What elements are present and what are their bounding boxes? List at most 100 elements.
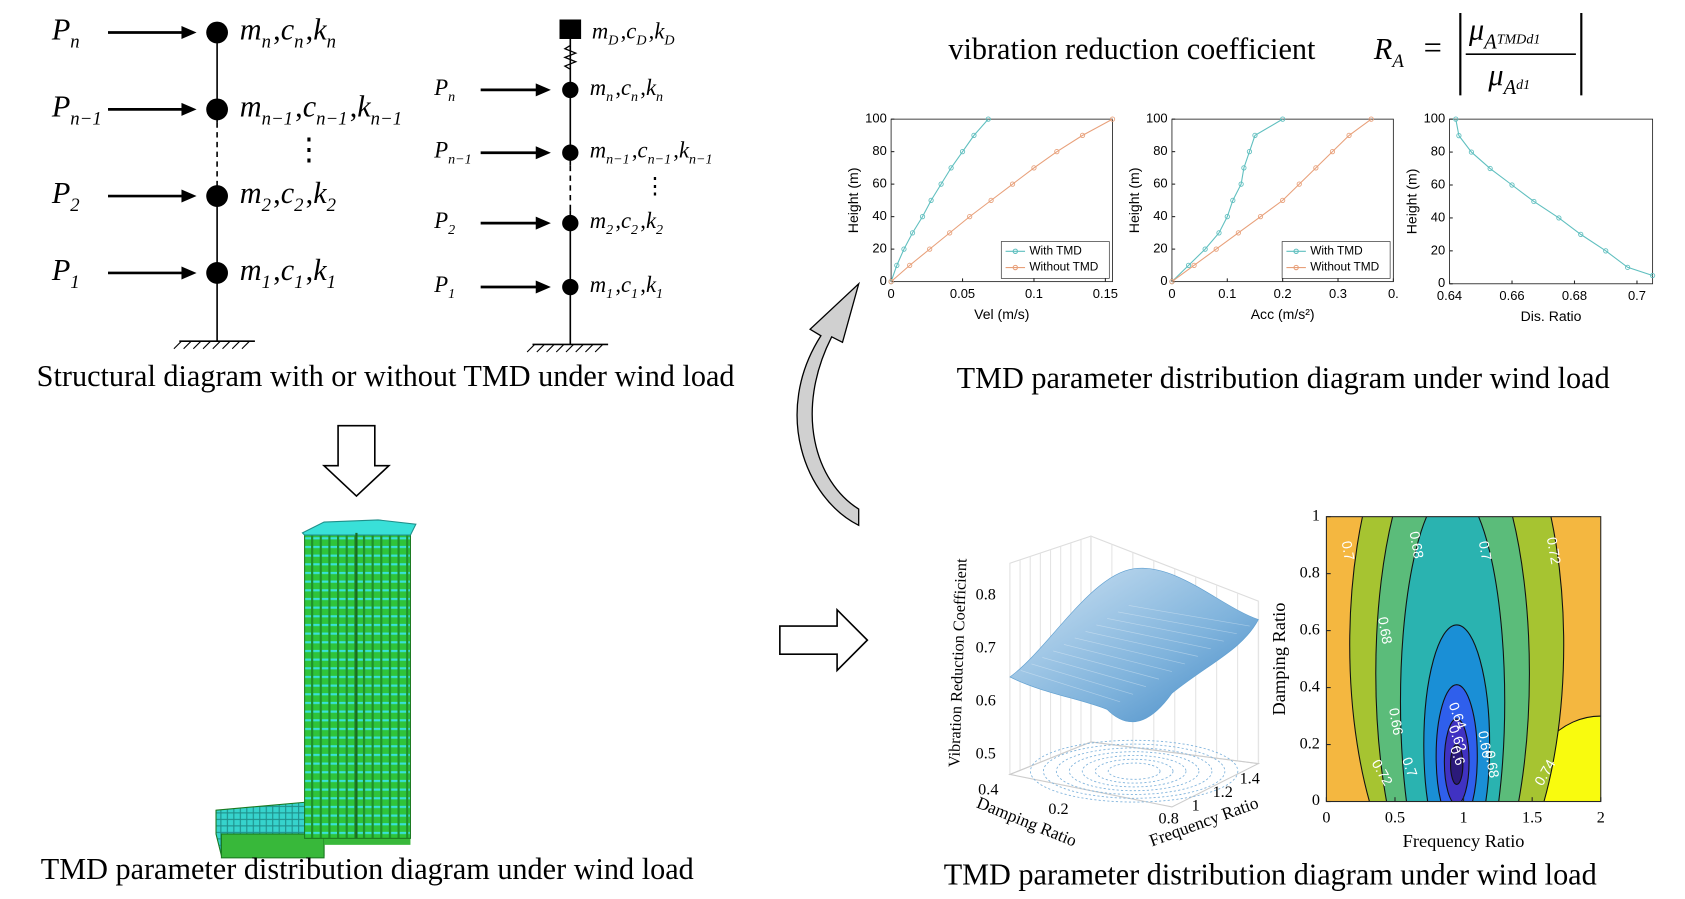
separator: , [306,12,314,46]
symbol: m [240,253,262,287]
mass-node [562,214,579,232]
symbol: m [590,138,606,163]
subscript: n−1 [606,152,630,168]
series-marker [1280,116,1286,122]
subscript: 2 [327,195,336,216]
node-label: mn−1,cn−1,kn−1 [240,89,402,129]
mass-node [562,144,579,161]
symbol: μ [1487,58,1503,92]
series-line [890,118,1113,283]
symbol: m [590,208,606,233]
series-marker [927,246,933,252]
subscript: n−1 [689,152,713,168]
symbol: c [281,253,295,287]
subscript: 1 [70,272,79,293]
hatch [241,340,250,350]
y-tick-label: 60 [1153,176,1167,191]
mass-node [206,185,228,207]
symbol: c [621,208,631,233]
legend-box [1281,241,1391,279]
symbol: c [638,138,648,163]
hatch [231,340,241,350]
hatch [555,344,565,353]
y-tick-label: 1 [1312,506,1320,524]
separator: , [640,208,646,233]
z-tick-label: 0.7 [976,639,996,657]
subscript: 2 [448,222,455,238]
subscript: 2 [631,222,638,238]
series-marker [1241,165,1247,171]
symbol: R [1373,32,1392,66]
separator: , [632,138,638,163]
symbol: k [679,138,690,163]
symbol: m [240,176,262,210]
y-tick-label: 0 [1160,273,1167,288]
caption: TMD parameter distribution diagram under… [944,857,1597,891]
series-marker [1368,116,1374,122]
legend-box [1000,241,1110,279]
x-tick-label: 0 [888,286,895,301]
node-label: m2,c2,k2 [590,208,663,238]
arrow-head [535,146,551,160]
hatch [546,344,555,353]
caption: Structural diagram with or without TMD u… [37,359,735,393]
series-marker [1191,262,1197,268]
series-marker [1216,230,1222,236]
y-tick-label: 0.2 [1048,800,1068,818]
series-marker [1235,230,1241,236]
hatch [173,340,182,350]
subscript: n−1 [316,108,347,129]
separator: , [295,89,303,123]
x-tick-label: 0.1 [1025,286,1043,301]
symbol: k [357,89,371,123]
node-label: mn,cn,kn [240,12,336,52]
separator: , [306,253,314,287]
subscript: n [606,89,613,105]
spring [563,38,578,76]
y-tick-label: 0 [1438,275,1445,290]
hatch [183,340,192,350]
y-tick-label: 100 [865,111,887,126]
series-marker [1456,133,1462,139]
subscript: n−1 [70,108,101,129]
symbol: P [433,138,448,163]
hatch [565,344,574,353]
surface-mesh [1085,631,1198,657]
x-tick-label: 0.1 [1218,286,1236,301]
symbol: k [646,272,657,297]
series-marker [967,214,973,220]
series-marker [959,149,966,155]
x-tick-label: 0.3 [1329,286,1347,301]
z-tick-label: 0.6 [976,692,996,710]
sub-subscript: TMDd1 [1497,32,1541,48]
force-label: P2 [51,176,80,216]
subscript: n [656,89,663,105]
series-marker [1603,248,1609,254]
arrow-head [181,102,197,116]
legend-marker [1293,264,1299,271]
surface-mesh [1128,605,1250,627]
formula-text: vibration reduction coefficient [948,32,1316,66]
floor-contour [1094,758,1174,784]
symbol: k [654,19,665,44]
x-tick-label: 0.64 [1437,288,1462,303]
y-tick-label: 20 [872,241,886,256]
force-label: P1 [51,253,80,293]
x-tick-label: 2 [1597,809,1605,827]
series-marker [888,279,894,285]
separator: , [621,19,627,44]
y-tick-label: 40 [872,208,886,223]
tmd-mass [559,19,582,39]
hatch [594,344,604,353]
symbol: P [51,253,70,287]
force-label: P2 [433,208,455,238]
x-tick-label: 0.7 [1628,288,1646,303]
series-marker [1453,116,1459,122]
symbol: m [240,89,262,123]
series-marker [985,116,991,122]
separator: , [273,12,281,46]
subscript: D [635,33,646,49]
symbol: k [313,12,327,46]
y-tick-label: 40 [1431,209,1445,224]
